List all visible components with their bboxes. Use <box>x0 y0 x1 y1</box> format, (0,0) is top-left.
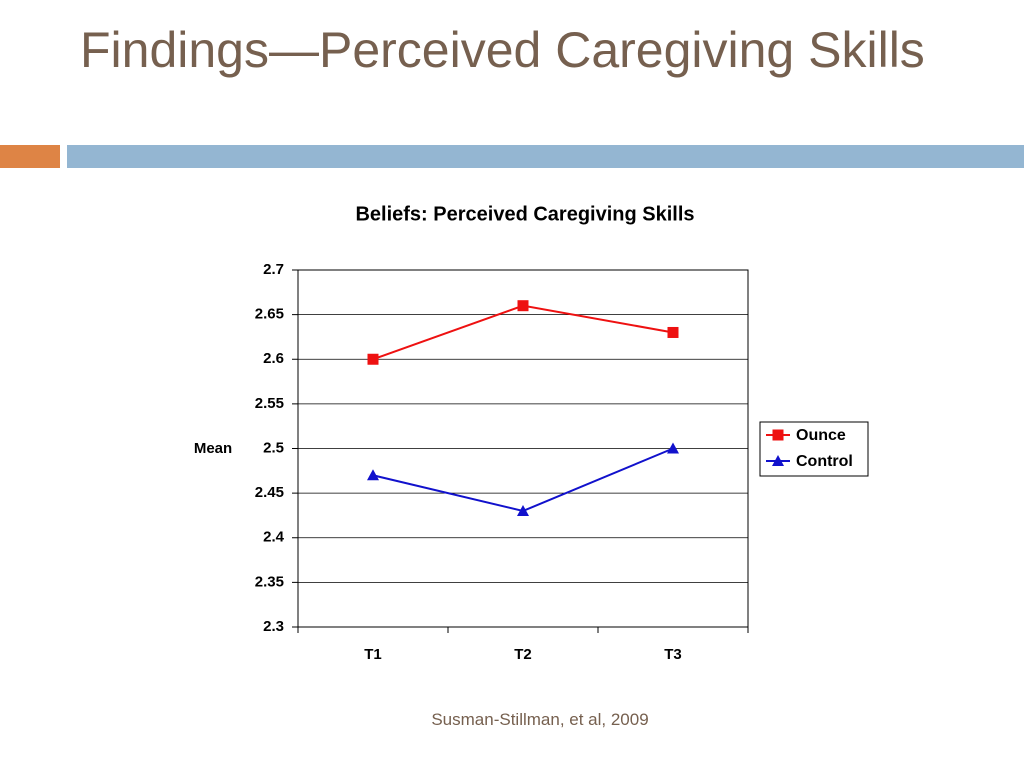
series-line <box>372 447 674 513</box>
legend-label: Control <box>796 453 853 470</box>
y-tick-label: 2.45 <box>255 484 284 501</box>
marker <box>367 353 379 365</box>
chart: Beliefs: Perceived Caregiving Skills Mea… <box>194 203 869 663</box>
y-tick-label: 2.5 <box>263 439 284 456</box>
slide-title: Findings—Perceived Caregiving Skills <box>80 22 925 78</box>
y-tick-label: 2.55 <box>255 395 284 412</box>
y-tick-label: 2.3 <box>263 618 284 635</box>
x-tick-label: T2 <box>514 646 532 663</box>
citation: Susman-Stillman, et al, 2009 <box>431 710 649 729</box>
x-tick-label: T1 <box>364 646 382 663</box>
y-axis-label: Mean <box>194 440 232 457</box>
y-tick-label: 2.6 <box>263 350 284 367</box>
accent-bar <box>67 145 1024 168</box>
y-tick-label: 2.7 <box>263 261 284 278</box>
marker <box>367 469 379 481</box>
legend-label: Ounce <box>796 427 846 444</box>
marker <box>667 442 679 454</box>
y-tick-label: 2.4 <box>263 529 285 546</box>
y-tick-label: 2.65 <box>255 306 284 323</box>
plot-area <box>297 269 749 628</box>
series-line <box>372 304 674 361</box>
y-tick-label: 2.35 <box>255 573 284 590</box>
marker <box>667 326 679 338</box>
x-tick-label: T3 <box>664 646 682 663</box>
marker <box>517 504 529 516</box>
marker <box>772 429 784 441</box>
chart-title: Beliefs: Perceived Caregiving Skills <box>355 203 694 225</box>
marker <box>517 300 529 312</box>
accent-bar <box>0 145 60 168</box>
marker <box>772 455 784 466</box>
